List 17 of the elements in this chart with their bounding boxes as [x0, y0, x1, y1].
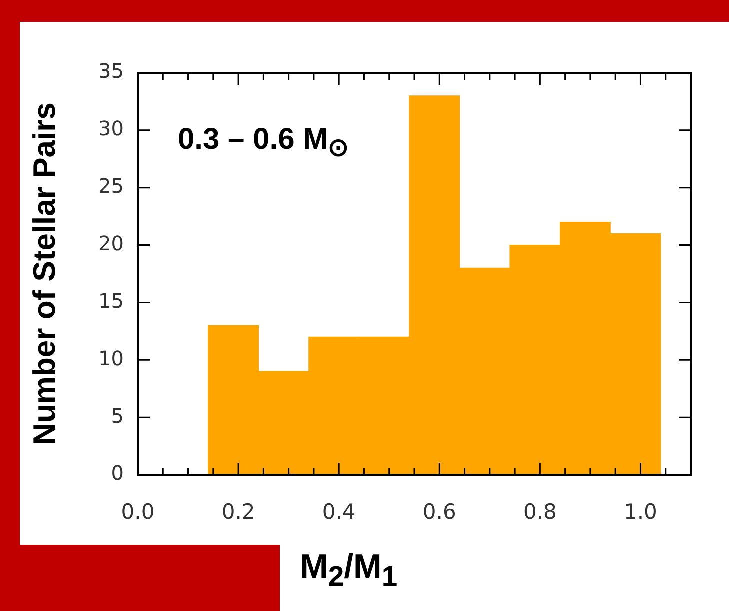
- x-tick-label: 0.8: [523, 500, 557, 524]
- x-tick-label: 0.0: [121, 500, 155, 524]
- y-tick-label: 20: [98, 231, 124, 256]
- y-tick-label: 15: [98, 288, 124, 313]
- annotation: 0.3 – 0.6 M$_{⊙}$: [178, 123, 350, 163]
- y-axis-title: Number of Stellar Pairs: [27, 102, 62, 446]
- y-tick-label: 25: [98, 174, 124, 198]
- y-tick-label: 10: [98, 346, 124, 370]
- y-tick-label: 0: [111, 461, 124, 486]
- x-tick-label: 0.4: [322, 500, 356, 524]
- x-tick-label: 1.0: [624, 500, 658, 524]
- y-tick-label: 5: [111, 404, 124, 428]
- x-axis-title: M$_{2}$/M$_{1}$: [300, 548, 398, 594]
- x-tick-label: 0.2: [222, 500, 256, 524]
- x-tick-label: 0.6: [422, 500, 456, 524]
- y-tick-label: 35: [98, 59, 124, 84]
- y-tick-label: 30: [98, 116, 124, 141]
